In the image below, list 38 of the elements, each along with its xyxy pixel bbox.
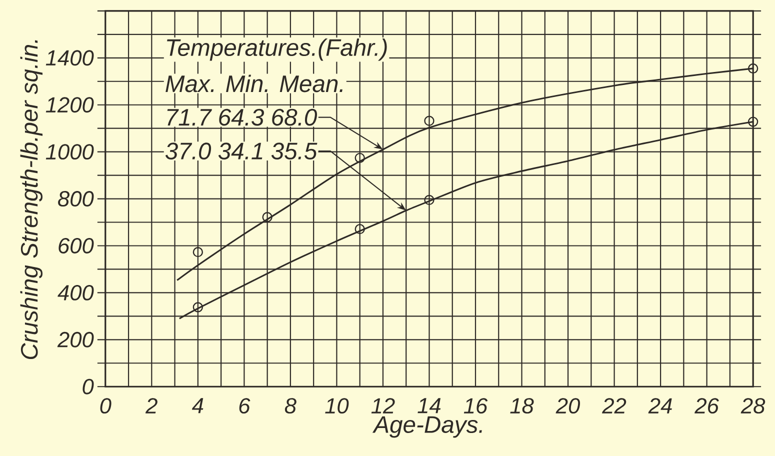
x-axis-title: Age-Days. [372, 416, 482, 438]
annotation: Temperatures.(Fahr.) [167, 38, 387, 61]
x-tick-label: 20 [556, 398, 580, 414]
x-tick-label: 10 [325, 398, 349, 414]
x-tick-label: 24 [648, 398, 672, 414]
y-tick-label: 1400 [46, 50, 94, 66]
point [192, 302, 204, 312]
x-tick-label: 16 [464, 398, 488, 414]
x-tick-label: 4 [192, 398, 204, 413]
point [424, 194, 434, 205]
x-tick-label: 26 [694, 398, 719, 414]
y-tick-label: 800 [58, 190, 94, 206]
x-tick-label: 6 [239, 398, 250, 414]
y-axis-title: Crushing Strength-lb.per sq.in. [20, 40, 43, 359]
point [354, 152, 365, 163]
x-tick-label: 18 [510, 398, 534, 414]
y-tick-label: 400 [58, 284, 94, 300]
x-tick-label: 8 [284, 398, 296, 414]
x-tick-label: 14 [418, 398, 441, 413]
x-tick-label: 2 [145, 398, 158, 414]
annotation: 37.0 34.1 35.5 [165, 142, 318, 160]
x-tick-label: 22 [602, 398, 626, 414]
point [192, 246, 204, 257]
point [354, 224, 365, 234]
x-tick-label: 28 [740, 398, 766, 414]
y-tick-label: 0 [82, 378, 94, 394]
y-tick-label: 200 [57, 332, 94, 348]
y-tick-label: 1000 [46, 144, 94, 160]
point [424, 116, 434, 126]
y-tick-label: 1200 [46, 96, 94, 112]
annotation: 71.7 64.3 68.0 [167, 108, 317, 126]
x-tick-label: 0 [100, 398, 112, 414]
x-tick-label: 12 [371, 398, 395, 414]
point [748, 116, 758, 127]
y-tick-label: 600 [58, 238, 94, 254]
annotation: Max. Min. Mean. [166, 74, 342, 92]
point [748, 63, 758, 74]
point [262, 212, 272, 222]
